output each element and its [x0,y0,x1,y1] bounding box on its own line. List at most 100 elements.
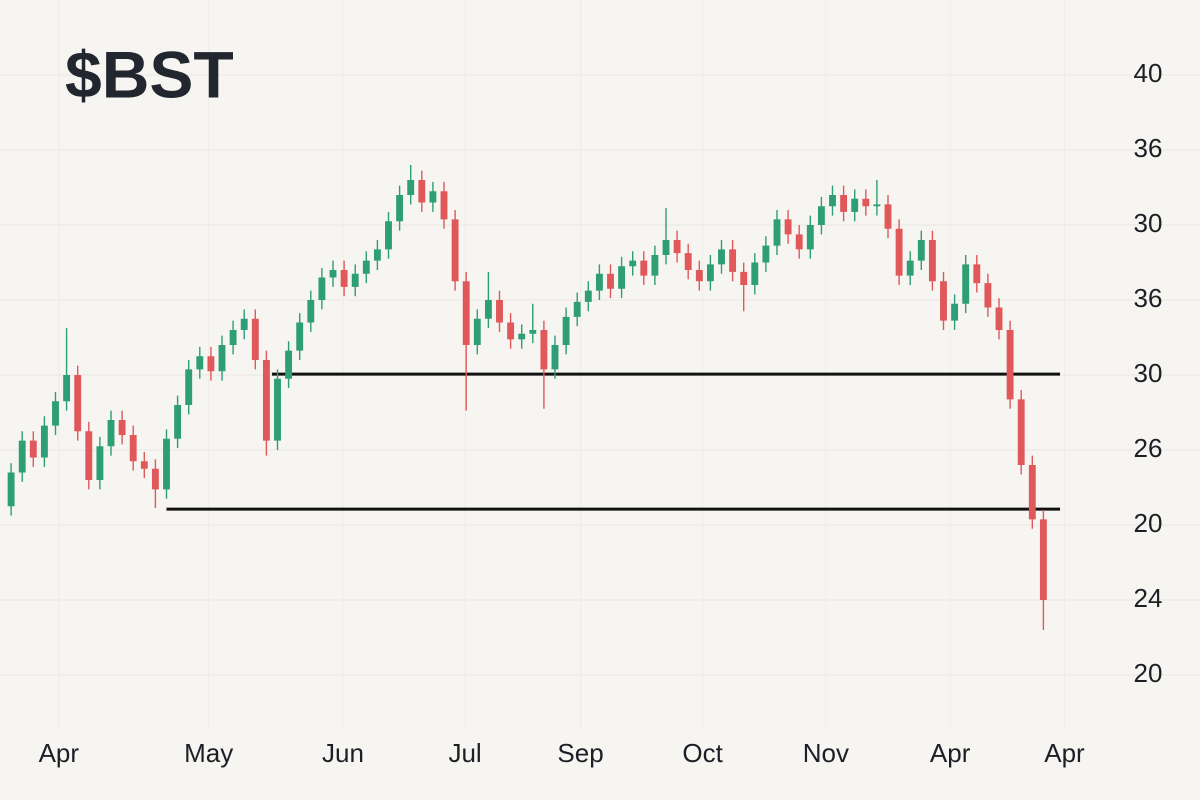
y-tick-label: 26 [1134,433,1163,463]
candle-body [618,266,626,289]
candle-body [396,195,404,222]
y-tick-label: 40 [1134,58,1163,88]
candle-body [129,435,137,462]
candle-body [63,375,71,402]
candle-body [1006,330,1014,400]
candle-body [995,307,1003,330]
candle-body [74,375,82,432]
candle-body [496,300,503,323]
candle-body [562,316,570,345]
candle-body [684,253,692,270]
candle-body [629,260,637,267]
y-tick-label: 36 [1134,133,1163,163]
candle-body [329,270,337,278]
candle-body [507,322,515,340]
candle-body [984,283,992,308]
candle-body [407,180,415,195]
candle-body [706,264,714,282]
y-tick-label: 36 [1134,283,1163,313]
candle-body [662,240,670,255]
candle-body [362,260,370,274]
labels: 40 36 30 36 30 26 20 24 20 Apr May Jun Jul Sep Oct Nov A… [39,58,1163,768]
candle-body [296,322,304,351]
candle-body [962,264,970,304]
candle-body [573,301,581,317]
candle-body [928,240,936,282]
candle-body [540,330,548,370]
candle-body [7,472,15,507]
candle-body [274,378,281,441]
y-tick-label: 20 [1134,508,1163,538]
x-tick-label: Apr [1044,738,1085,768]
candle-body [740,271,748,285]
candle-body [96,446,104,480]
candle-body [251,318,259,360]
candle-body [906,260,914,276]
candle-body [174,405,182,439]
candle-body [917,240,925,261]
y-tick-label: 24 [1134,583,1163,613]
x-tick-label: Jul [448,738,481,768]
chart-title: $BST [65,37,234,111]
candle-body [285,350,293,379]
candle-body [1039,519,1047,600]
candle-body [651,255,659,276]
candle-body [240,318,248,330]
candle-body [451,219,459,282]
candle-body [673,240,681,254]
candle-body [473,318,481,345]
candle-body [418,180,426,203]
candle-body [518,333,526,340]
candle-body [817,206,825,225]
y-tick-label: 30 [1134,208,1163,238]
candle-body [829,195,836,207]
candle-body [440,191,448,220]
x-tick-label: Apr [39,738,80,768]
candle-body [196,356,204,370]
candle-body [85,431,93,480]
candle-body [385,221,392,250]
candle-body [806,225,814,250]
candle-body [18,440,26,473]
candle-body [951,303,959,321]
candle-body [784,219,792,235]
x-tick-label: Sep [557,738,603,768]
candle-body [884,204,892,229]
candle-body [307,300,315,323]
candle-body [551,345,559,370]
candle-body [373,249,381,261]
x-tick-label: May [184,738,233,768]
candle-body [151,468,159,490]
candle-body [29,440,37,458]
candle-body [462,281,470,345]
candle-body [40,425,48,458]
candle-body [940,281,947,321]
candle-body [729,249,737,272]
candle-body [529,330,537,334]
candle-body [851,198,859,212]
candle-body [318,277,326,300]
candle-body [218,345,226,372]
candle-body [207,356,215,372]
candle-body [584,290,592,302]
candle-body [840,195,848,212]
candle-body [973,264,981,284]
x-tick-label: Nov [803,738,849,768]
y-tick-label: 20 [1134,658,1163,688]
candle-body [262,360,270,441]
candle-body [595,273,603,291]
candle-body [718,249,725,265]
candles [7,165,1047,630]
candle-body [873,204,881,207]
candle-body [351,273,359,287]
x-tick-label: Apr [930,738,971,768]
candle-body [607,273,614,289]
levels [166,372,1061,511]
candle-body [640,260,648,276]
y-tick-label: 30 [1134,358,1163,388]
candle-body [895,228,903,276]
candle-body [1028,465,1036,520]
